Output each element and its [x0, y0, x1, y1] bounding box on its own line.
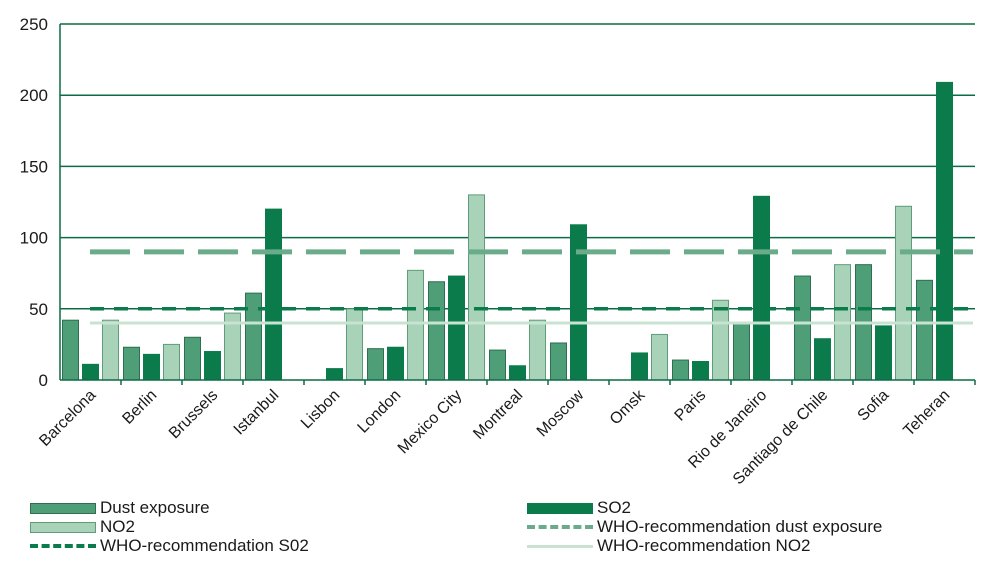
x-axis: Barcelona Berlin Brussels Istanbul Lisbon Lon…	[36, 379, 976, 488]
so2-bar	[692, 360, 709, 381]
legend-swatch-who-dust	[527, 525, 593, 529]
y-tick-label: 200	[20, 86, 48, 105]
dust-exposure-bar	[367, 348, 384, 381]
so2-bar	[875, 325, 892, 381]
no2-bar	[102, 319, 119, 381]
x-category-label: London	[355, 387, 405, 437]
legend-swatch-no2	[30, 521, 96, 533]
so2-bar	[82, 363, 99, 381]
so2-bar	[936, 81, 953, 381]
so2-bar	[143, 353, 160, 381]
y-tick-label: 100	[20, 229, 48, 248]
so2-bar	[631, 352, 648, 381]
x-category-label: Brussels	[166, 387, 221, 442]
bar-chart: 0 50 100 150 200 250 Barcelona Berlin Brussels I…	[20, 15, 976, 488]
legend-swatch-who-so2	[30, 544, 96, 548]
dust-exposure-bar	[550, 342, 567, 381]
x-category-label: Teheran	[900, 387, 953, 440]
legend-label: WHO-recommendation dust exposure	[597, 517, 883, 536]
legend-item-who-so2: WHO-recommendation S02	[30, 536, 309, 556]
x-category-label: Sofia	[855, 387, 893, 425]
legend-label: WHO-recommendation S02	[100, 536, 309, 555]
legend-swatch-dust-exposure	[30, 502, 96, 514]
x-category-label: Mexico City	[395, 387, 465, 457]
no2-bar	[651, 333, 668, 381]
so2-bar	[326, 368, 343, 381]
x-category-label: Montreal	[470, 387, 526, 443]
no2-bar	[529, 319, 546, 381]
legend-label: NO2	[100, 517, 135, 536]
dust-exposure-bar	[428, 281, 445, 381]
no2-bar	[895, 205, 912, 381]
dust-exposure-bar	[672, 359, 689, 381]
bars	[62, 81, 953, 381]
no2-bar	[468, 194, 485, 381]
no2-bar	[346, 308, 363, 381]
legend: Dust exposure SO2 NO2 WHO-recommendation…	[0, 488, 999, 561]
x-category-label: Istanbul	[231, 387, 283, 439]
legend-item-who-dust: WHO-recommendation dust exposure	[527, 517, 882, 537]
so2-bar	[387, 346, 404, 381]
x-category-label: Barcelona	[36, 387, 99, 450]
y-tick-label: 150	[20, 157, 48, 176]
legend-label: WHO-recommendation NO2	[597, 536, 811, 555]
no2-bar	[712, 299, 729, 381]
dust-exposure-bar	[489, 349, 506, 381]
so2-bar	[814, 338, 831, 381]
reference-lines	[90, 249, 973, 325]
dust-exposure-bar	[62, 319, 79, 381]
y-tick-label: 250	[20, 15, 48, 34]
no2-bar	[163, 343, 180, 381]
y-axis: 0 50 100 150 200 250	[20, 15, 61, 390]
no2-bar	[407, 269, 424, 381]
y-tick-label: 0	[39, 371, 48, 390]
legend-item-dust-exposure: Dust exposure	[30, 498, 210, 518]
so2-bar	[570, 224, 587, 381]
x-category-label: Paris	[672, 387, 710, 425]
x-category-label: Moscow	[534, 386, 588, 440]
dust-exposure-bar	[916, 279, 933, 381]
dust-exposure-bar	[794, 275, 811, 381]
legend-item-so2: SO2	[527, 498, 631, 518]
so2-bar	[753, 195, 770, 381]
dust-exposure-bar	[184, 336, 201, 381]
legend-item-who-no2: WHO-recommendation NO2	[527, 536, 811, 556]
legend-label: Dust exposure	[100, 498, 210, 517]
dust-exposure-bar	[123, 346, 140, 381]
so2-bar	[509, 365, 526, 381]
so2-bar	[265, 208, 282, 381]
legend-swatch-who-no2	[527, 544, 593, 548]
legend-item-no2: NO2	[30, 517, 135, 537]
legend-label: SO2	[597, 498, 632, 517]
so2-bar	[448, 275, 465, 381]
x-category-label: Lisbon	[298, 387, 343, 432]
dust-exposure-bar	[733, 322, 750, 381]
so2-bar	[204, 351, 221, 381]
x-category-label: Omsk	[607, 386, 649, 428]
legend-swatch-so2	[527, 502, 593, 514]
y-tick-label: 50	[29, 300, 48, 319]
x-category-label: Berlin	[119, 387, 160, 428]
dust-exposure-bar	[245, 292, 262, 381]
